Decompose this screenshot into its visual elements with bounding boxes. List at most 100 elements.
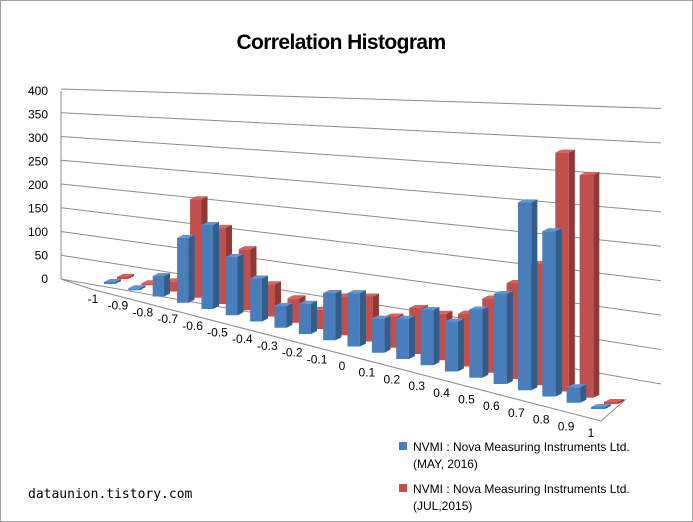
bar-top [396,315,415,319]
bar [323,289,342,341]
bar [225,253,244,316]
x-tick-labels: -1 -0.9 -0.8 -0.7 -0.6 -0.5 -0.4 -0.3 -0.2 -0.1 0 0… [88,292,595,440]
bar [104,279,122,284]
y-tick-labels: 0 50 100 150 200 250 300 350 400 [28,84,48,286]
bar [117,274,135,279]
x-tick-label: 0.6 [483,399,500,413]
legend-label-line: NVMI : Nova Measuring Instruments Ltd. [413,440,630,454]
bar-front [542,231,556,397]
bar-side [335,289,342,341]
legend-label: NVMI : Nova Measuring Instruments Ltd. (… [413,439,630,473]
bar-front [165,281,178,292]
bar [201,222,220,309]
bar-side [128,274,135,279]
bar-top [579,172,600,175]
bar-front [104,282,116,284]
bar-front [250,278,262,322]
bar-top [152,273,171,276]
bar [444,318,464,372]
bar [604,399,624,404]
bar-side [384,315,391,353]
bar-top [287,295,306,299]
x-tick-label: -0.2 [282,346,303,360]
bar-top [420,307,440,311]
y-tick-label: 50 [35,249,49,263]
bar [579,172,600,398]
x-tick-label: 0.8 [533,413,550,427]
bar [347,290,366,347]
y-tick-label: 0 [41,272,48,286]
bar-front [117,277,129,279]
bar-side [115,279,122,284]
bar-front [517,202,532,391]
bar-front [420,310,434,366]
bar-side [261,275,268,322]
bar-side [237,253,244,316]
bar-side [580,384,587,403]
bar [152,273,171,297]
bar-side [482,306,489,378]
bar-front [444,321,458,372]
legend-label-line: (MAY, 2016) [413,457,478,471]
bar [542,228,562,397]
y-tick-label: 150 [28,202,48,216]
bar-side [139,285,146,291]
bar-front [566,387,581,403]
bar-side [457,318,464,372]
x-tick-label: 0.2 [383,372,400,386]
bar [371,315,391,353]
bar-top [542,228,562,232]
x-tick-label: 0 [339,359,346,373]
bar-front [128,288,140,291]
x-tick-label: -0.9 [108,299,129,313]
bar-top [238,246,257,250]
legend-swatch-blue [399,442,407,450]
bar-front [141,283,153,286]
y-tick-label: 200 [28,178,48,192]
series-bars [104,199,611,409]
bar-top [128,285,146,289]
bar-top [444,318,464,322]
y-tick-label: 400 [28,84,48,98]
bar-front [298,303,311,334]
x-tick-label: 0.1 [359,366,376,380]
bar-top [517,199,538,203]
bar-top [555,149,575,153]
legend-label-line: NVMI : Nova Measuring Instruments Ltd. [413,482,630,496]
bar-front [225,256,238,316]
gridline [60,112,662,144]
legend-item-jul-2015: NVMI : Nova Measuring Instruments Ltd. (… [399,481,669,515]
bar-front [396,318,409,359]
bar-top [347,290,366,294]
bar-front [190,199,202,298]
x-tick-label: 0.7 [508,406,525,420]
chart-title: Correlation Histogram [236,31,446,54]
bar-top [104,279,122,282]
y-tick-label: 350 [28,108,48,122]
bar-front [263,284,275,317]
bar [128,285,146,291]
bar-side [506,291,513,384]
bar [566,384,587,403]
bar-side [555,228,562,397]
floor-edge [60,278,627,422]
bar-front [371,318,385,353]
bar-top [250,275,268,279]
bar-top [409,305,428,308]
bar-top [201,222,220,225]
bar [177,234,195,303]
x-tick-label: -0.8 [132,305,153,319]
bar-top [323,289,342,293]
bar-front [469,309,483,378]
bar-top [604,399,624,402]
bar-side [286,303,293,328]
bar-top [225,253,244,257]
legend: NVMI : Nova Measuring Instruments Ltd. (… [399,439,669,521]
bar-front [214,227,227,304]
bar-front [201,225,214,309]
bar-top [274,303,293,306]
bar-side [604,404,611,409]
legend-swatch-red [399,484,407,492]
